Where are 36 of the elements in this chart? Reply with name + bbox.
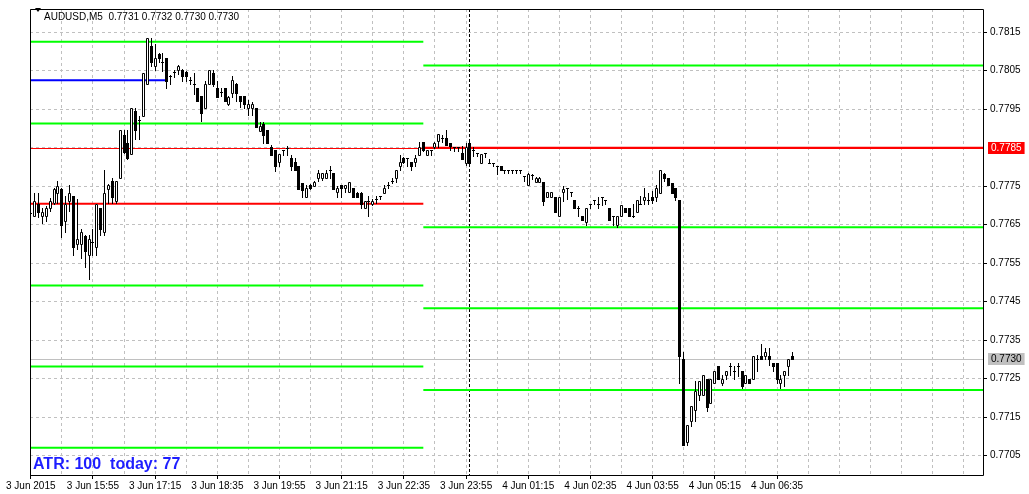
x-tick-label: 3 Jun 17:15 [129,479,182,491]
x-tick-label: 3 Jun 21:15 [315,479,369,491]
y-tick-label: 0.7725 [990,372,1022,384]
y-tick-label: 0.7745 [990,295,1022,307]
candlestick [566,188,569,200]
x-tick-label: 3 Jun 22:35 [377,479,431,491]
y-tick-label: 0.7805 [990,64,1022,76]
ref-line-label: 0.7730 [991,353,1023,365]
y-tick-label: 0.7795 [990,102,1022,114]
y-tick-label: 0.7755 [990,256,1022,268]
y-tick-label: 0.7765 [990,218,1022,230]
x-tick-label: 3 Jun 23:55 [439,479,493,491]
ref-line-label: 0.7785 [991,142,1023,154]
x-tick-label: 4 Jun 03:55 [626,479,680,491]
x-tick-label: 4 Jun 01:15 [502,479,555,491]
x-tick-label: 4 Jun 05:15 [688,479,742,491]
y-tick-label: 0.7775 [990,179,1022,191]
y-tick-label: 0.7715 [990,410,1022,422]
candlestick [286,146,289,156]
candlestick [632,204,635,218]
x-tick-label: 4 Jun 02:35 [564,479,618,491]
x-tick-label: 3 Jun 19:55 [253,479,307,491]
candlestick [729,363,732,376]
annotation: ATR: 100 today: 77 [33,455,181,472]
y-tick-label: 0.7735 [990,333,1022,345]
x-tick-label: 3 Jun 2015 [6,479,56,491]
candlestick [737,363,740,377]
candlestick [597,197,600,209]
x-tick-label: 4 Jun 06:35 [750,479,804,491]
y-tick-label: 0.7815 [990,25,1022,37]
candlestick [647,193,650,205]
candlestick [733,366,736,380]
x-tick-label: 3 Jun 18:35 [191,479,244,491]
chart-title: AUDUSD,M5 0.7731 0.7732 0.7730 0.7730 [44,10,240,22]
x-tick-label: 3 Jun 15:55 [66,479,120,491]
y-tick-label: 0.7705 [990,449,1022,461]
